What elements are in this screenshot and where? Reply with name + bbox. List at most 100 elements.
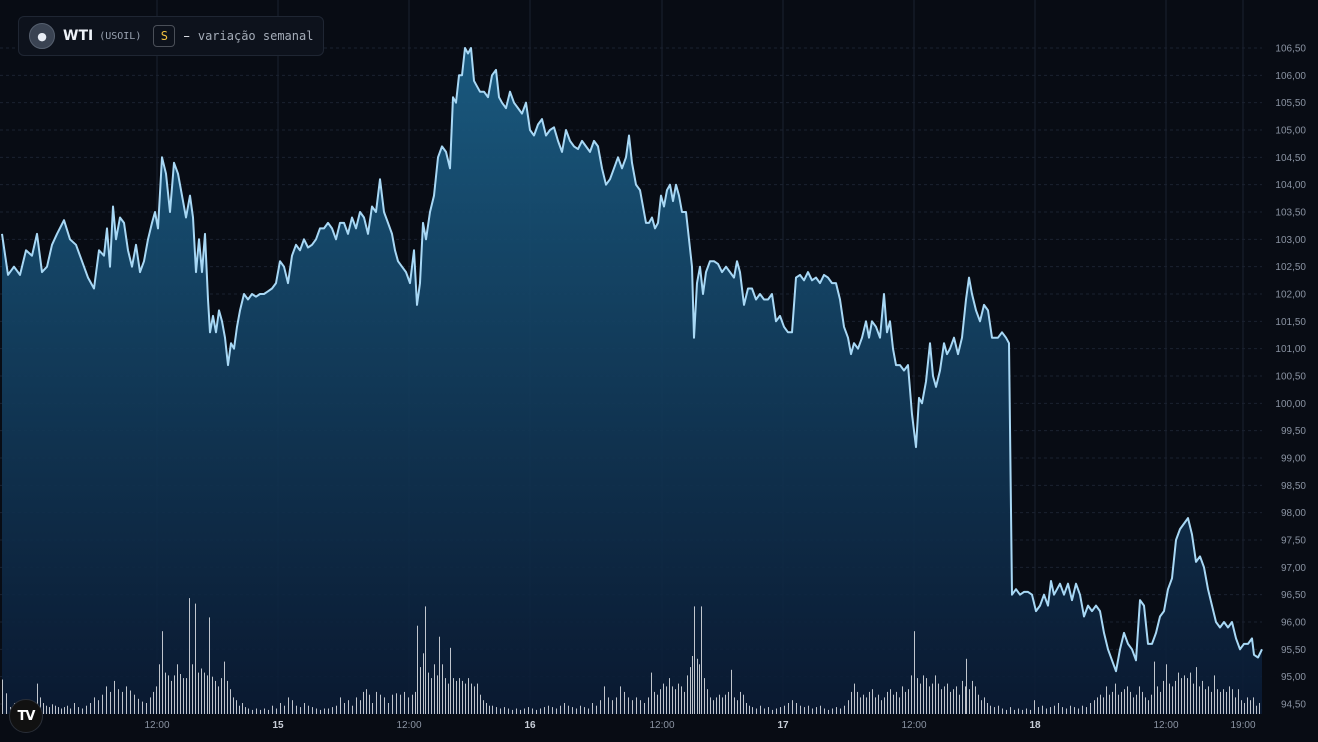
- volume-bar: [893, 694, 894, 714]
- volume-bar: [340, 697, 341, 714]
- volume-bar: [604, 686, 605, 714]
- volume-bar: [420, 667, 421, 714]
- volume-bar: [1154, 661, 1155, 714]
- volume-bar: [369, 694, 370, 714]
- volume-bar: [70, 708, 71, 714]
- volume-bar: [324, 708, 325, 714]
- volume-bar: [64, 707, 65, 714]
- volume-bar: [608, 697, 609, 714]
- volume-bar: [746, 703, 747, 714]
- volume-bar: [678, 683, 679, 714]
- volume-bar: [624, 691, 625, 714]
- time-tick-label: 12:00: [649, 720, 674, 731]
- volume-bar: [312, 707, 313, 714]
- volume-bar: [836, 707, 837, 714]
- volume-bar: [644, 703, 645, 714]
- volume-bar: [1038, 707, 1039, 714]
- volume-bar: [1259, 703, 1260, 714]
- volume-bar: [902, 686, 903, 714]
- volume-bar: [453, 678, 454, 714]
- volume-bar: [1006, 709, 1007, 714]
- volume-bar: [320, 709, 321, 714]
- series-badge[interactable]: S: [153, 25, 176, 47]
- volume-bar: [1026, 708, 1027, 714]
- price-area: [2, 48, 1262, 714]
- volume-bar: [74, 703, 75, 714]
- symbol-legend[interactable]: ● WTI (USOIL) S – variação semanal: [18, 16, 325, 56]
- volume-bar: [1106, 686, 1107, 714]
- volume-bar: [1070, 705, 1071, 714]
- volume-bar: [1145, 697, 1146, 714]
- volume-bar: [37, 683, 38, 714]
- volume-bar: [1082, 705, 1083, 714]
- volume-bar: [1223, 689, 1224, 714]
- volume-bar: [474, 686, 475, 714]
- volume-bar: [408, 697, 409, 714]
- price-tick-label: 104,00: [1275, 180, 1306, 191]
- volume-bar: [956, 686, 957, 714]
- volume-bar: [556, 708, 557, 714]
- volume-bar: [130, 690, 131, 714]
- volume-bar: [628, 697, 629, 714]
- volume-bar: [1086, 707, 1087, 714]
- volume-bar: [392, 694, 393, 714]
- volume-bar: [959, 694, 960, 714]
- volume-bar: [1151, 694, 1152, 714]
- volume-bar: [1136, 694, 1137, 714]
- volume-bar: [1130, 691, 1131, 714]
- volume-bar: [620, 686, 621, 714]
- volume-bar: [1066, 708, 1067, 714]
- price-tick-label: 95,50: [1281, 645, 1306, 656]
- volume-bar: [1121, 691, 1122, 714]
- volume-bar: [749, 705, 750, 714]
- volume-bar: [596, 705, 597, 714]
- legend-separator: –: [183, 28, 190, 44]
- price-tick-label: 100,00: [1275, 399, 1306, 410]
- volume-bar: [159, 664, 160, 714]
- volume-bar: [707, 689, 708, 714]
- volume-bar: [651, 672, 652, 714]
- volume-bar: [248, 708, 249, 714]
- volume-bar: [102, 694, 103, 714]
- volume-bar: [784, 705, 785, 714]
- volume-bar: [245, 707, 246, 714]
- volume-bar: [1062, 707, 1063, 714]
- volume-bar: [844, 705, 845, 714]
- volume-bar: [1202, 680, 1203, 714]
- volume-bar: [788, 703, 789, 714]
- volume-bar: [236, 700, 237, 714]
- tradingview-logo-icon[interactable]: TV: [9, 699, 43, 733]
- volume-bar: [156, 686, 157, 714]
- volume-bar: [875, 697, 876, 714]
- volume-bar: [920, 683, 921, 714]
- volume-bar: [1175, 680, 1176, 714]
- time-tick-label: 12:00: [901, 720, 926, 731]
- volume-bar: [808, 705, 809, 714]
- price-axis[interactable]: 106,50 106,00 105,50 105,00 104,50 104,00 103,…: [1275, 44, 1306, 711]
- price-tick-label: 101,00: [1275, 344, 1306, 355]
- volume-bar: [828, 709, 829, 714]
- volume-bar: [1124, 689, 1125, 714]
- volume-bar: [122, 691, 123, 714]
- time-axis[interactable]: 12:00 15 12:00 16 12:00 17 12:00 18 12:00 19:00: [144, 720, 1255, 731]
- volume-bar: [764, 708, 765, 714]
- volume-bar: [701, 606, 702, 714]
- time-tick-label: 12:00: [396, 720, 421, 731]
- volume-bar: [1030, 709, 1031, 714]
- volume-bar: [86, 705, 87, 714]
- volume-bar: [1205, 689, 1206, 714]
- volume-bar: [660, 689, 661, 714]
- volume-bar: [905, 691, 906, 714]
- volume-bar: [725, 694, 726, 714]
- volume-bar: [929, 686, 930, 714]
- volume-bar: [425, 606, 426, 714]
- volume-bar: [1235, 697, 1236, 714]
- volume-bar: [437, 675, 438, 714]
- symbol-icon: ●: [29, 23, 55, 49]
- volume-bar: [713, 700, 714, 714]
- volume-bar: [528, 707, 529, 714]
- volume-bar: [687, 675, 688, 714]
- volume-bar: [439, 636, 440, 714]
- time-tick-label: 12:00: [1153, 720, 1178, 731]
